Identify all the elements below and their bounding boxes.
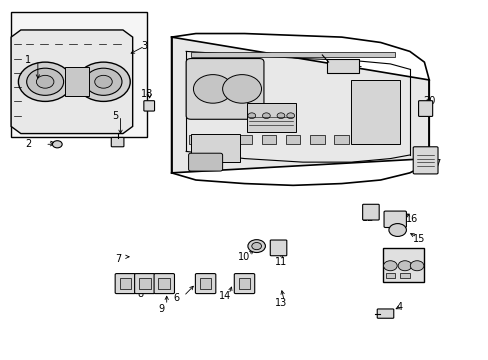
- Circle shape: [247, 240, 265, 252]
- Bar: [399, 273, 409, 278]
- Polygon shape: [11, 30, 132, 134]
- Bar: [200, 278, 211, 289]
- Text: 9: 9: [159, 303, 164, 314]
- Bar: [382, 135, 397, 144]
- FancyBboxPatch shape: [234, 274, 254, 294]
- Text: 19: 19: [410, 268, 423, 278]
- Text: 17: 17: [429, 159, 442, 169]
- Text: 18: 18: [141, 89, 153, 99]
- Circle shape: [77, 62, 130, 102]
- Circle shape: [388, 224, 406, 237]
- Text: 3: 3: [142, 41, 147, 51]
- Text: 7: 7: [115, 253, 121, 264]
- Circle shape: [247, 113, 255, 118]
- Text: 20: 20: [422, 96, 434, 107]
- FancyBboxPatch shape: [383, 211, 406, 228]
- Circle shape: [193, 75, 232, 103]
- Bar: [351, 80, 399, 144]
- Circle shape: [251, 243, 261, 249]
- Bar: [261, 135, 276, 144]
- Text: 11: 11: [274, 257, 286, 267]
- FancyBboxPatch shape: [134, 274, 155, 294]
- Circle shape: [397, 261, 411, 271]
- Bar: [385, 273, 394, 278]
- Bar: [158, 278, 170, 289]
- Text: 5: 5: [112, 111, 119, 121]
- Text: 1: 1: [25, 55, 31, 65]
- FancyBboxPatch shape: [188, 153, 222, 171]
- Text: 16: 16: [406, 214, 418, 224]
- Bar: [191, 53, 394, 57]
- Bar: [246, 103, 295, 132]
- Text: 13: 13: [274, 298, 286, 308]
- Bar: [326, 59, 358, 73]
- FancyBboxPatch shape: [362, 204, 378, 220]
- Circle shape: [409, 261, 423, 271]
- Circle shape: [286, 113, 294, 118]
- FancyBboxPatch shape: [11, 12, 147, 137]
- Bar: [188, 135, 203, 144]
- Circle shape: [277, 113, 285, 118]
- FancyBboxPatch shape: [270, 240, 286, 256]
- FancyBboxPatch shape: [111, 138, 123, 147]
- Text: 6: 6: [173, 293, 179, 303]
- Bar: [64, 67, 89, 96]
- Bar: [285, 135, 300, 144]
- Circle shape: [95, 75, 112, 88]
- Bar: [382, 248, 424, 282]
- FancyBboxPatch shape: [418, 101, 432, 116]
- Text: 12: 12: [362, 212, 374, 222]
- Circle shape: [27, 68, 63, 95]
- Circle shape: [52, 141, 62, 148]
- FancyBboxPatch shape: [412, 147, 437, 174]
- Bar: [334, 135, 348, 144]
- FancyBboxPatch shape: [154, 274, 174, 294]
- Text: 8: 8: [137, 289, 142, 299]
- Circle shape: [19, 62, 72, 102]
- Text: 2: 2: [25, 139, 31, 149]
- Text: 14: 14: [219, 291, 231, 301]
- Text: 21: 21: [349, 59, 362, 69]
- Bar: [191, 134, 239, 162]
- Bar: [238, 278, 250, 289]
- Circle shape: [383, 261, 396, 271]
- Text: 10: 10: [238, 252, 250, 262]
- FancyBboxPatch shape: [143, 101, 154, 111]
- Polygon shape: [171, 37, 428, 173]
- FancyBboxPatch shape: [376, 309, 393, 318]
- FancyBboxPatch shape: [115, 274, 135, 294]
- Bar: [237, 135, 251, 144]
- Circle shape: [85, 68, 122, 95]
- Circle shape: [262, 113, 270, 118]
- Bar: [358, 135, 372, 144]
- Circle shape: [222, 75, 261, 103]
- Text: 15: 15: [412, 234, 425, 244]
- Text: 4: 4: [396, 302, 402, 312]
- Circle shape: [36, 75, 54, 88]
- Bar: [119, 278, 131, 289]
- Bar: [309, 135, 324, 144]
- Bar: [212, 135, 227, 144]
- FancyBboxPatch shape: [186, 59, 264, 119]
- FancyBboxPatch shape: [195, 274, 215, 294]
- Bar: [139, 278, 150, 289]
